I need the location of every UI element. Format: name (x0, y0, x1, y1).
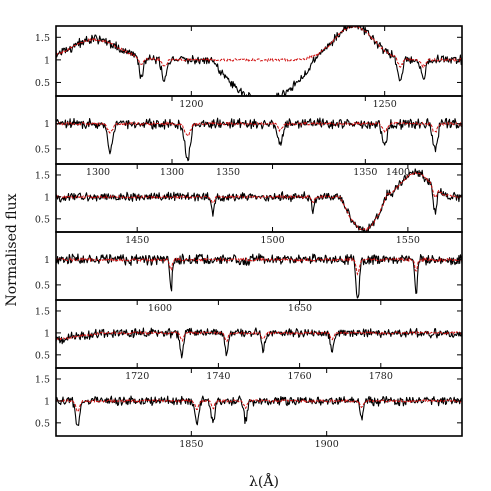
x-tick-label: 1250 (373, 99, 397, 110)
x-tick-label: 1200 (179, 99, 203, 110)
y-tick-label: 1 (44, 192, 50, 203)
y-tick-label: 0.5 (35, 78, 50, 89)
x-tick-label: 1900 (315, 439, 339, 450)
x-tick-label: 1740 (206, 371, 230, 382)
model-spectrum-panel-6 (56, 398, 462, 413)
model-spectrum-panel-4 (56, 256, 462, 276)
observed-spectrum-panel-4 (56, 253, 462, 299)
x-tick-label-inner: 1300 (86, 167, 110, 178)
panel-2: 0.5 1 1300 1350 (35, 95, 463, 178)
y-axis-label: Normalised flux (4, 193, 20, 306)
panel-1: 0.5 1 1.5 1200 1250 (35, 25, 463, 110)
observed-spectrum-panel-1 (56, 26, 462, 96)
y-tick-label: 0.5 (35, 144, 50, 155)
model-spectrum-panel-3 (56, 171, 462, 231)
y-tick-label: 1.5 (35, 374, 50, 385)
x-tick-label-inner: 1350 (216, 167, 240, 178)
y-tick-label: 1.5 (35, 306, 50, 317)
x-tick-label: 1850 (179, 439, 203, 450)
model-spectrum-panel-5 (56, 330, 462, 343)
y-tick-label: 1 (44, 255, 50, 266)
y-tick-label: 1 (44, 119, 50, 130)
panels-group: 0.5 1 1.5 1200 1250 0.5 1 1300 1350 0.5 1 1.5 1450 15… (35, 25, 463, 450)
panel-6: 0.5 1 1.5 1850 1900 (35, 367, 463, 450)
y-tick-label: 0.5 (35, 350, 50, 361)
y-tick-label: 1 (44, 328, 50, 339)
model-spectrum-panel-2 (56, 121, 462, 137)
panel-frame-1 (55, 25, 463, 97)
y-tick-label: 1.5 (35, 170, 50, 181)
observed-spectrum-panel-6 (56, 395, 462, 426)
y-tick-label: 0.5 (35, 280, 50, 291)
panel-5: 0.5 1 1.5 1720 1740 1760 1780 1600 1650 (35, 299, 463, 382)
x-tick-label-inner: 1600 (148, 303, 172, 314)
panel-frame-6 (55, 367, 463, 437)
panel-frame-2 (55, 95, 463, 165)
observed-spectrum-panel-3 (56, 168, 462, 232)
x-tick-label: 1350 (353, 167, 377, 178)
y-tick-label: 1 (44, 396, 50, 407)
x-axis-label: λ(Å) (249, 472, 279, 490)
x-tick-label-inner: 1400 (386, 167, 410, 178)
x-tick-label: 1550 (396, 235, 420, 246)
x-tick-label-inner: 1650 (288, 303, 312, 314)
model-spectrum-panel-1 (56, 26, 462, 69)
x-tick-label: 1500 (260, 235, 284, 246)
x-tick-label: 1450 (125, 235, 149, 246)
x-tick-label: 1300 (160, 167, 184, 178)
y-tick-label: 1 (44, 55, 50, 66)
y-tick-label: 1.5 (35, 33, 50, 44)
x-tick-label: 1760 (288, 371, 312, 382)
y-tick-label: 0.5 (35, 418, 50, 429)
panel-3: 0.5 1 1.5 1450 1500 1550 1300 1350 1400 (35, 163, 463, 246)
y-tick-label: 0.5 (35, 214, 50, 225)
x-tick-label: 1780 (369, 371, 393, 382)
x-tick-label: 1720 (125, 371, 149, 382)
